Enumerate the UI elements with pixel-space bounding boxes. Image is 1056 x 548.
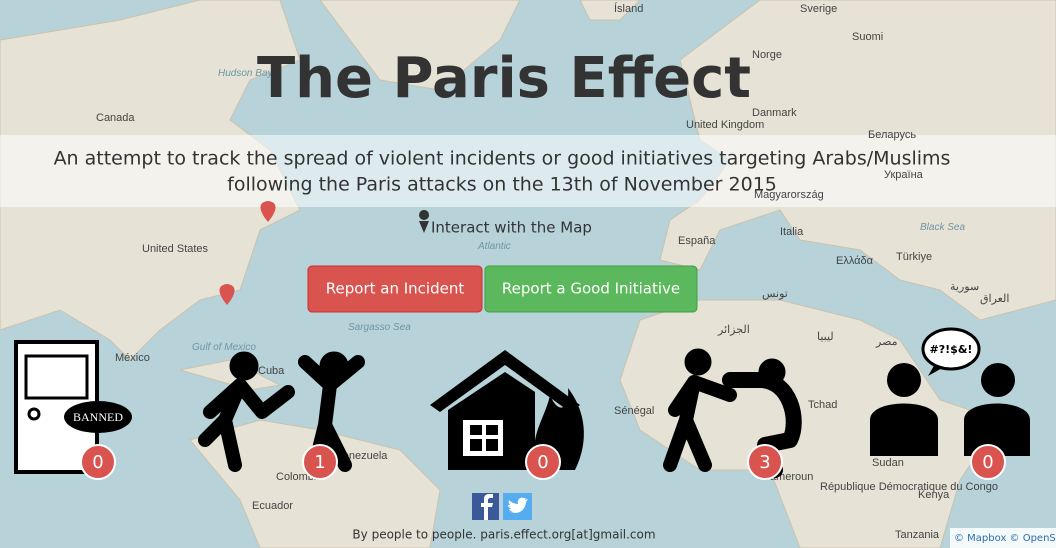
map-label: Tchad <box>808 399 837 411</box>
attribution-box <box>950 528 1056 548</box>
map-label: Беларусь <box>868 129 916 141</box>
verbal-abuse-icon <box>870 327 1030 456</box>
map-label: Gulf of Mexico <box>192 342 256 353</box>
subtitle-band <box>0 135 1056 207</box>
map-label: México <box>115 352 150 364</box>
map-label: Kenya <box>918 489 950 501</box>
interact-label: Interact with the Map <box>431 219 592 237</box>
counter-badge[interactable] <box>747 444 783 480</box>
attribution[interactable]: © Mapbox © OpenSt <box>954 533 1056 544</box>
map-label: United States <box>142 243 209 255</box>
map-label: Cuba <box>258 365 285 377</box>
map-label: Ελλάδα <box>836 255 874 267</box>
map-label: Canada <box>96 112 135 124</box>
map-label: سورية <box>950 281 979 293</box>
map-label: Atlantic <box>477 241 511 252</box>
map-label: مصر <box>875 336 898 348</box>
map-label: Tanzania <box>895 529 940 541</box>
counter-value: 0 <box>92 452 103 473</box>
map-marker[interactable] <box>219 201 276 305</box>
counter-badge[interactable] <box>80 444 116 480</box>
fight-icon <box>198 351 365 472</box>
map-label: Sargasso Sea <box>348 322 411 333</box>
map-label: United Kingdom <box>686 119 764 131</box>
subtitle: following the Paris attacks on the 13th … <box>227 174 777 196</box>
map-label: Sverige <box>800 3 837 15</box>
map-label: Danmark <box>752 107 797 119</box>
map-label: Black Sea <box>920 222 965 233</box>
map-label: Türkiye <box>896 251 932 263</box>
footer: By people to people. paris.effect.org[at… <box>352 528 655 542</box>
map-label: España <box>678 235 716 247</box>
map-label: العراق <box>980 293 1009 305</box>
map-label: Italia <box>780 226 804 238</box>
map-label: Norge <box>752 49 782 61</box>
map-label: تونس <box>762 288 788 300</box>
button-label: Report a Good Initiative <box>502 280 680 298</box>
map-label: Ecuador <box>252 500 293 512</box>
facebook-link[interactable] <box>472 493 499 520</box>
map-label: Magyarország <box>754 189 824 201</box>
counter-value: 3 <box>759 452 770 473</box>
report-incident-button[interactable]: Report an Incident <box>307 265 483 313</box>
map-label: الجزائر <box>717 324 750 336</box>
counter-badge[interactable] <box>525 444 561 480</box>
report-initiative-button[interactable]: Report a Good Initiative <box>484 265 698 313</box>
map-label: Ísland <box>614 2 643 15</box>
counter-badge[interactable] <box>970 444 1006 480</box>
title: The Paris Effect <box>257 46 751 111</box>
button-label: Report an Incident <box>326 280 465 298</box>
map-label: République Démocratique du Congo <box>820 481 998 493</box>
counter-badge[interactable] <box>302 444 338 480</box>
burning-house-icon <box>430 350 584 470</box>
map-label: Sénégal <box>614 405 654 417</box>
map-label: Suomi <box>852 31 883 43</box>
subtitle: An attempt to track the spread of violen… <box>54 148 951 170</box>
banned-icon: BANNED <box>14 340 132 474</box>
counter-value: 0 <box>982 452 993 473</box>
map-label: Україна <box>884 169 924 181</box>
assault-icon <box>663 348 802 478</box>
map-label: Hudson Bay <box>218 68 273 79</box>
pin-icon <box>419 210 430 233</box>
banned-sign: BANNED <box>73 410 123 424</box>
map-label: ليبيا <box>817 331 834 343</box>
map-label: Sudan <box>872 457 904 469</box>
twitter-link[interactable] <box>503 493 532 520</box>
counter-value: 0 <box>537 452 548 473</box>
counters: 0 1 0 3 0 <box>80 444 1006 480</box>
counter-value: 1 <box>314 452 325 473</box>
speech-text: #?!$&! <box>930 343 973 356</box>
map-labels: Ísland Sverige Suomi Norge Hudson Bay Canada U… <box>96 2 1009 541</box>
